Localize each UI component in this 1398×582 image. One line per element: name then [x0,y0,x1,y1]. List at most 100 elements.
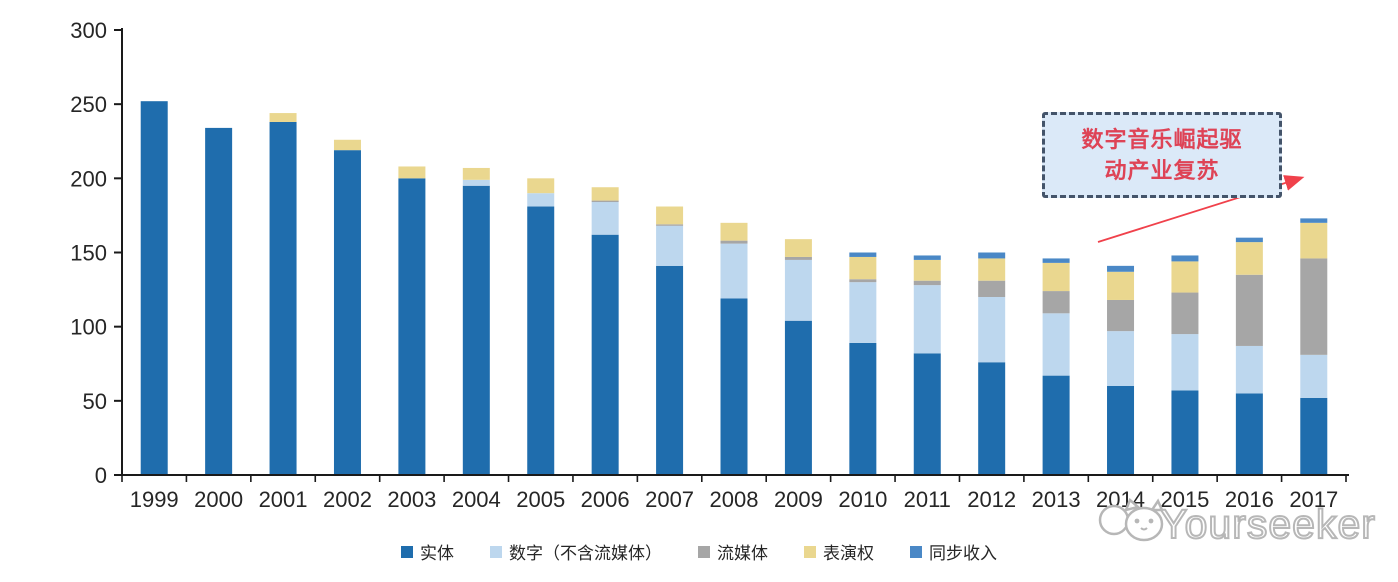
bar-segment-2014 [1107,299,1135,332]
x-axis-label: 2012 [967,487,1016,512]
bar-segment-2014 [1107,265,1135,272]
legend-label: 同步收入 [929,544,997,563]
annotation-text-line2: 动产业复苏 [1104,158,1220,183]
bar-segment-2014 [1107,331,1135,386]
bar-segment-2013 [1042,291,1070,314]
legend-label: 表演权 [823,544,874,563]
y-tick-label: 100 [70,315,107,340]
bar-segment-2010 [849,256,877,280]
legend-swatch-icon [401,545,413,558]
bar-segment-2003 [398,166,426,179]
legend-item-0: 实体 [401,539,454,564]
legend-swatch-icon [698,545,710,558]
bar-segment-2002 [333,139,361,151]
bar-segment-2011 [913,255,941,260]
bar-segment-2013 [1042,313,1070,376]
legend-label: 流媒体 [717,544,768,563]
annotation-box: 数字音乐崛起驱 动产业复苏 [1042,112,1282,198]
cat-logo-icon [1098,497,1164,542]
legend-swatch-icon [910,545,922,558]
bar-segment-2012 [978,258,1006,281]
bar-segment-2016 [1235,274,1263,346]
bar-segment-2007 [656,224,684,226]
bar-segment-2006 [591,187,619,201]
bar-segment-2009 [784,256,812,260]
legend-swatch-icon [804,545,816,558]
bar-segment-2011 [913,285,941,354]
bar-segment-2015 [1171,261,1199,293]
bar-segment-2005 [527,178,555,194]
bar-segment-2000 [205,127,233,476]
bar-segment-2007 [656,265,684,475]
y-tick-label: 200 [70,166,107,191]
x-axis-label: 2010 [838,487,887,512]
watermark: Yourseeker [1088,496,1376,552]
x-axis-label: 2008 [710,487,759,512]
legend-item-4: 同步收入 [910,539,997,564]
bar-segment-2014 [1107,386,1135,475]
y-tick-label: 0 [95,463,107,488]
bar-segment-2010 [849,252,877,257]
legend-item-2: 流媒体 [698,539,768,564]
x-axis-label: 2004 [452,487,501,512]
x-axis-label: 2002 [323,487,372,512]
bar-segment-1999 [140,101,168,475]
bar-segment-2008 [720,222,748,241]
x-axis-label: 2013 [1032,487,1081,512]
x-axis-label: 2006 [581,487,630,512]
bar-segment-2006 [591,234,619,475]
bar-segment-2013 [1042,258,1070,263]
bar-segment-2008 [720,240,748,244]
legend-item-1: 数字（不含流媒体） [490,539,662,564]
x-axis-label: 2016 [1225,487,1274,512]
bar-segment-2007 [656,206,684,225]
bar-segment-2013 [1042,262,1070,292]
bar-segment-2009 [784,239,812,257]
x-axis-label: 2000 [194,487,243,512]
y-tick-label: 300 [70,18,107,43]
bar-segment-2001 [269,113,297,122]
bar-segment-2008 [720,243,748,299]
x-axis-label: 2015 [1160,487,1209,512]
y-tick-label: 50 [83,389,107,414]
bar-segment-2016 [1235,345,1263,394]
y-tick-label: 150 [70,241,107,266]
legend-swatch-icon [490,545,502,558]
bar-segment-2012 [978,280,1006,297]
bar-segment-2015 [1171,390,1199,475]
bar-segment-2010 [849,279,877,283]
legend-label: 实体 [420,544,454,563]
x-axis-label: 2011 [904,487,951,512]
bar-segment-2017 [1300,258,1328,355]
bar-segment-2006 [591,200,619,203]
x-axis-label: 2001 [259,487,308,512]
bar-segment-2016 [1235,242,1263,275]
watermark-text: Yourseeker [1159,500,1376,548]
bar-segment-2007 [656,225,684,266]
bar-segment-2013 [1042,375,1070,475]
bar-segment-2004 [462,185,490,475]
bar-segment-2017 [1300,354,1328,398]
bar-segment-2011 [913,280,941,286]
x-axis-label: 2007 [645,487,694,512]
bar-segment-2004 [462,179,490,186]
bar-segment-2001 [269,121,297,475]
x-axis-label: 2005 [516,487,565,512]
bar-segment-2017 [1300,222,1328,259]
bar-segment-2011 [913,259,941,281]
bar-segment-2015 [1171,255,1199,262]
annotation-text-line1: 数字音乐崛起驱 [1081,127,1243,152]
legend-label: 数字（不含流媒体） [509,544,662,563]
bar-segment-2005 [527,206,555,475]
x-axis-label: 1999 [130,487,179,512]
bar-segment-2009 [784,320,812,475]
bar-segment-2008 [720,298,748,475]
bar-segment-2015 [1171,334,1199,391]
bar-segment-2014 [1107,271,1135,300]
bar-segment-2003 [398,178,426,476]
bar-segment-2015 [1171,292,1199,335]
bar-segment-2016 [1235,393,1263,475]
bar-segment-2016 [1235,237,1263,243]
